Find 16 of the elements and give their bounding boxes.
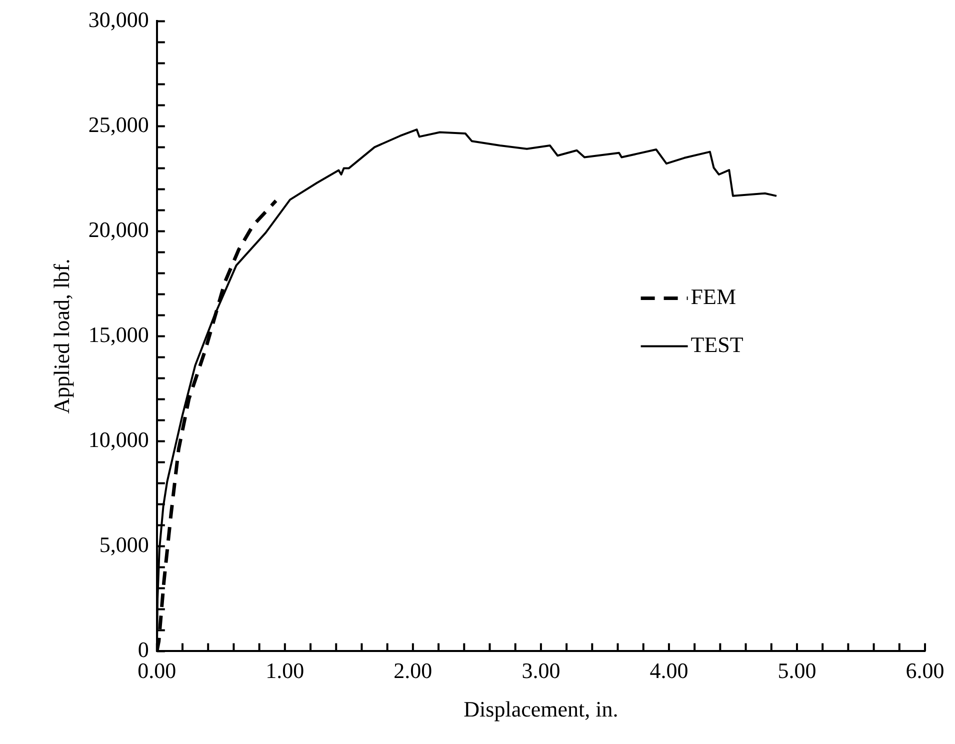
y-tick-label: 5,000 bbox=[99, 532, 149, 557]
x-tick-label: 1.00 bbox=[266, 658, 304, 684]
x-tick-label: 3.00 bbox=[522, 658, 560, 684]
legend-label: FEM bbox=[690, 284, 736, 309]
y-tick-label: 10,000 bbox=[88, 426, 149, 452]
x-tick-label: 2.00 bbox=[394, 658, 432, 684]
y-axis-title: Applied load, lbf. bbox=[48, 258, 74, 414]
y-tick-label: 20,000 bbox=[88, 216, 149, 242]
y-tick-label: 30,000 bbox=[88, 6, 149, 32]
x-tick-label: 5.00 bbox=[778, 658, 816, 684]
x-axis-title: Displacement, in. bbox=[464, 696, 618, 722]
y-tick-label: 15,000 bbox=[88, 322, 149, 347]
x-tick-label: 6.00 bbox=[906, 658, 944, 684]
legend-label: TEST bbox=[690, 332, 744, 357]
x-tick-label: 4.00 bbox=[650, 658, 688, 684]
y-tick-label: 25,000 bbox=[88, 112, 149, 137]
